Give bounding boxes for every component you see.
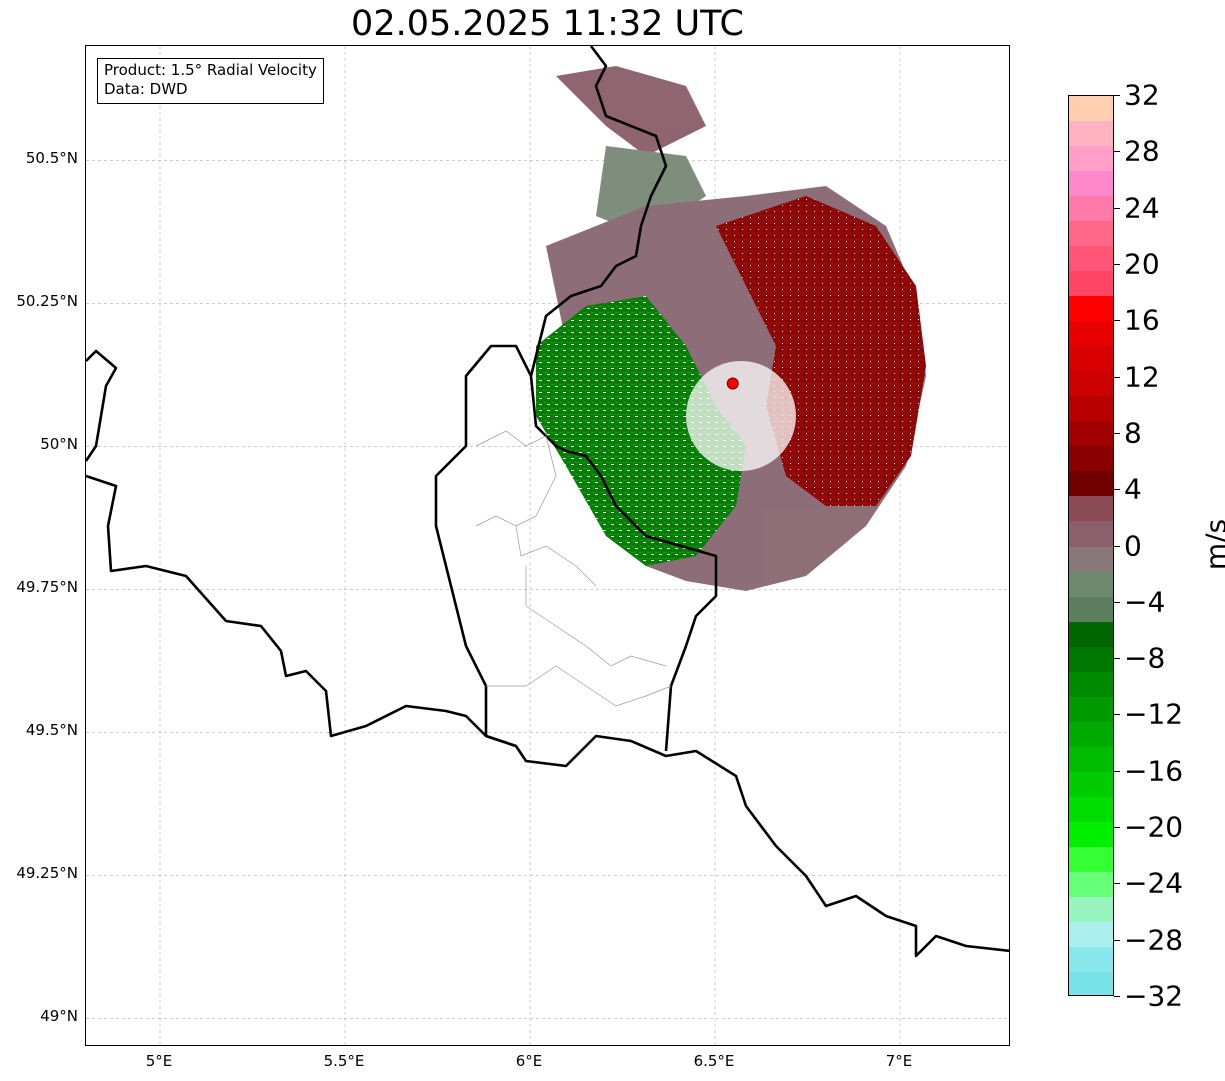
colorbar-tick <box>1114 601 1120 603</box>
colorbar-tick <box>1114 939 1120 941</box>
colorbar-segment <box>1069 96 1113 122</box>
colorbar-segment <box>1069 846 1113 873</box>
colorbar-segment <box>1069 521 1113 548</box>
colorbar-segment <box>1069 871 1113 898</box>
colorbar-tick-label: −16 <box>1124 754 1184 788</box>
echo-inbound <box>536 296 746 566</box>
colorbar-segment <box>1069 696 1113 723</box>
colorbar-tick-label: −12 <box>1124 697 1184 731</box>
colorbar-segment <box>1069 971 1113 995</box>
colorbar-segment <box>1069 146 1113 172</box>
colorbar-tick-label: 28 <box>1124 134 1160 168</box>
colorbar-segment <box>1069 246 1113 272</box>
colorbar-segment <box>1069 296 1113 322</box>
colorbar-segment <box>1069 396 1113 422</box>
colorbar-tick <box>1114 996 1120 997</box>
colorbar-tick-label: 12 <box>1124 360 1160 394</box>
lat-tick-label: 49.5°N <box>25 721 78 740</box>
colorbar-segment <box>1069 271 1113 297</box>
colorbar-segment <box>1069 721 1113 748</box>
lon-tick-label: 5.5°E <box>323 1052 365 1070</box>
lat-tick-label: 50.5°N <box>25 149 78 168</box>
colorbar-tick <box>1114 151 1120 153</box>
colorbar <box>1068 95 1114 996</box>
colorbar-tick-label: 32 <box>1124 78 1160 112</box>
colorbar-segment <box>1069 921 1113 948</box>
colorbar-segment <box>1069 496 1113 523</box>
colorbar-tick-label: −24 <box>1124 866 1184 900</box>
colorbar-tick <box>1114 376 1120 378</box>
colorbar-segment <box>1069 596 1113 623</box>
lat-tick-label: 49.25°N <box>16 864 78 883</box>
colorbar-segment <box>1069 796 1113 823</box>
colorbar-tick <box>1114 489 1120 491</box>
gridlines <box>86 46 1009 1045</box>
product-label: Product: 1.5° Radial Velocity <box>104 61 317 79</box>
colorbar-segment <box>1069 471 1113 498</box>
internal-borders <box>475 430 672 707</box>
country-borders <box>86 46 1009 958</box>
colorbar-segment <box>1069 421 1113 447</box>
colorbar-tick <box>1114 883 1120 885</box>
colorbar-segment <box>1069 221 1113 247</box>
colorbar-segment <box>1069 671 1113 698</box>
echo-outbound <box>716 196 926 506</box>
info-box: Product: 1.5° Radial Velocity Data: DWD <box>97 58 324 104</box>
colorbar-segment <box>1069 446 1113 472</box>
colorbar-tick-label: −28 <box>1124 923 1184 957</box>
colorbar-tick <box>1114 545 1120 547</box>
colorbar-tick <box>1114 432 1120 434</box>
colorbar-segment <box>1069 371 1113 397</box>
colorbar-segment <box>1069 771 1113 798</box>
colorbar-segment <box>1069 621 1113 648</box>
colorbar-tick <box>1114 95 1120 96</box>
colorbar-segment <box>1069 171 1113 197</box>
colorbar-segment <box>1069 946 1113 973</box>
lon-tick-label: 7°E <box>885 1052 913 1070</box>
colorbar-tick-label: 24 <box>1124 191 1160 225</box>
colorbar-tick <box>1114 827 1120 829</box>
lat-tick-label: 49°N <box>40 1007 78 1026</box>
colorbar-segment <box>1069 121 1113 147</box>
colorbar-tick-label: 20 <box>1124 247 1160 281</box>
colorbar-tick-label: 0 <box>1124 529 1142 562</box>
lon-tick-label: 5°E <box>145 1052 173 1070</box>
colorbar-tick-label: −4 <box>1124 585 1166 619</box>
colorbar-unit-label: m/s <box>1199 518 1225 571</box>
colorbar-tick-label: 8 <box>1124 416 1142 450</box>
colorbar-tick <box>1114 770 1120 772</box>
colorbar-tick <box>1114 263 1120 265</box>
colorbar-tick-label: −20 <box>1124 810 1184 844</box>
colorbar-tick-label: 4 <box>1124 472 1142 506</box>
colorbar-segment <box>1069 746 1113 773</box>
lat-tick-label: 50.25°N <box>16 292 78 311</box>
lat-tick-label: 50°N <box>40 435 78 454</box>
map-title: 02.05.2025 11:32 UTC <box>351 4 744 44</box>
colorbar-tick <box>1114 320 1120 322</box>
radar-site-marker[interactable] <box>726 377 739 390</box>
lat-tick-label: 49.75°N <box>16 578 78 597</box>
colorbar-tick-label: −8 <box>1124 641 1166 675</box>
data-source-label: Data: DWD <box>104 80 188 98</box>
colorbar-segment <box>1069 646 1113 673</box>
colorbar-tick <box>1114 207 1120 209</box>
colorbar-segment <box>1069 196 1113 222</box>
colorbar-segment <box>1069 346 1113 372</box>
lon-tick-label: 6°E <box>515 1052 543 1070</box>
colorbar-segment <box>1069 821 1113 848</box>
colorbar-segment <box>1069 896 1113 923</box>
radar-echoes <box>536 66 926 591</box>
colorbar-tick <box>1114 658 1120 660</box>
echo-band-north <box>556 66 706 156</box>
colorbar-tick <box>1114 714 1120 716</box>
colorbar-segment <box>1069 546 1113 573</box>
map-area[interactable] <box>85 45 1010 1046</box>
colorbar-tick-label: 16 <box>1124 303 1160 337</box>
colorbar-segment <box>1069 571 1113 598</box>
colorbar-tick-label: −32 <box>1124 979 1184 1013</box>
map-canvas <box>86 46 1009 1045</box>
lon-tick-label: 6.5°E <box>693 1052 735 1070</box>
colorbar-segment <box>1069 321 1113 347</box>
